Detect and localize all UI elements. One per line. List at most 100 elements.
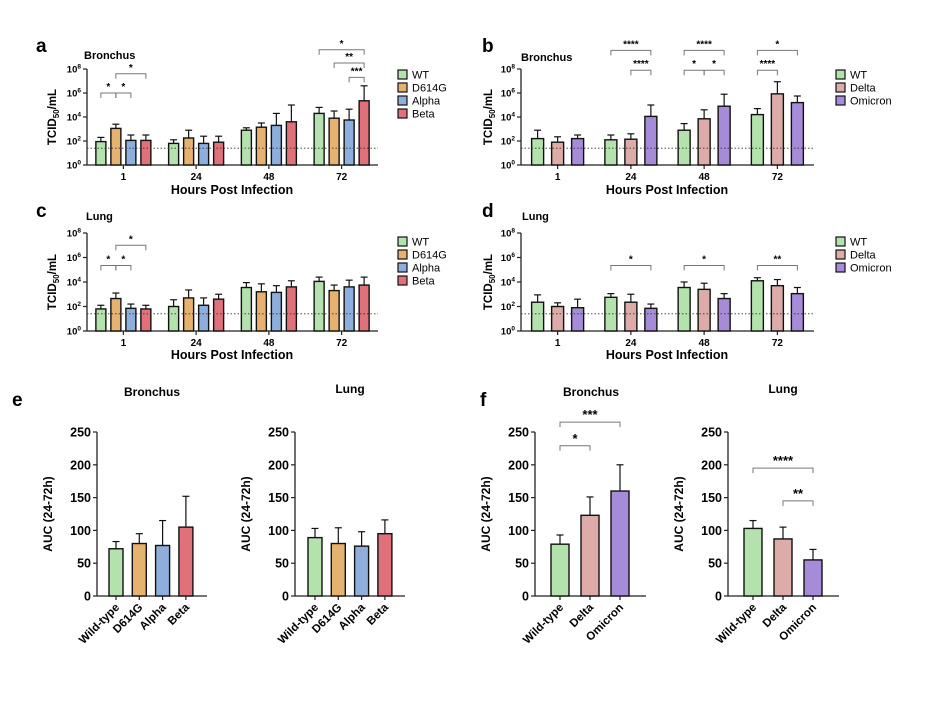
significance-bracket	[756, 264, 798, 271]
significance-label: **	[345, 52, 353, 63]
bar-wt	[167, 305, 180, 332]
y-tick-base: 10	[67, 65, 78, 76]
y-tick-base: 10	[501, 137, 512, 148]
legend-label: WT	[850, 70, 867, 82]
y-tick-label: 200	[508, 458, 529, 472]
x-tick-label: Alpha	[138, 601, 170, 633]
bar-wt	[750, 280, 765, 332]
legend-label: Delta	[850, 83, 877, 95]
legend-swatch	[397, 275, 408, 286]
significance-bracket	[630, 69, 652, 76]
y-tick-label: 150	[70, 491, 91, 505]
y-tick-label: 50	[77, 557, 91, 571]
y-tick-exponent: 0	[77, 326, 81, 333]
bar-omicron	[644, 115, 658, 166]
bar-d614g	[110, 127, 122, 166]
x-tick-label: 24	[625, 172, 637, 183]
bar-omicron	[644, 307, 658, 332]
y-tick-label: 200	[268, 458, 289, 472]
y-tick-label: 100	[67, 326, 82, 338]
legend-label: Beta	[412, 109, 436, 121]
x-tick-label: 48	[263, 172, 275, 183]
x-tick-label: 48	[699, 338, 711, 349]
significance-bracket	[683, 264, 725, 271]
y-tick-base: 10	[501, 65, 512, 76]
panel-label: f	[480, 390, 487, 411]
bar-delta	[697, 118, 711, 166]
y-tick-label: 102	[67, 136, 82, 148]
bar-omicron	[790, 101, 805, 166]
chart-title: Bronchus	[84, 50, 135, 62]
y-tick-label: 100	[701, 524, 722, 538]
y-axis-label: AUC (24-72h)	[41, 476, 55, 551]
x-tick-label: 72	[336, 338, 348, 349]
y-tick-base: 10	[501, 113, 512, 124]
y-tick-exponent: 2	[511, 136, 515, 143]
significance-label: *	[692, 59, 696, 70]
bar-alpha	[270, 291, 283, 332]
y-tick-label: 106	[67, 252, 82, 264]
significance-bracket	[115, 244, 147, 251]
bar-delta	[624, 138, 638, 166]
y-tick-label: 102	[67, 301, 82, 313]
bar-d614g	[182, 137, 195, 166]
legend-swatch	[835, 69, 846, 80]
chart-title: Lung	[522, 211, 549, 223]
y-tick-label: 50	[708, 557, 722, 571]
bar-delta	[770, 284, 785, 332]
significance-label: *	[572, 431, 578, 446]
x-tick-label: Wild-type	[521, 602, 566, 647]
legend-swatch	[397, 108, 408, 119]
y-label-suffix: /mL	[47, 89, 59, 109]
legend-swatch	[835, 95, 846, 106]
y-label-sub: 50	[52, 274, 61, 283]
bar-delta	[550, 141, 565, 166]
bar-beta	[140, 139, 152, 166]
x-tick-label: 1	[555, 172, 561, 183]
y-tick-base: 10	[67, 278, 78, 289]
y-tick-exponent: 6	[77, 252, 81, 259]
y-label-main: TCID	[47, 118, 59, 145]
bar-omicron	[610, 490, 630, 597]
bar-d614g	[255, 126, 268, 166]
legend-label: Alpha	[412, 263, 441, 275]
y-tick-base: 10	[501, 89, 512, 100]
legend-swatch	[835, 82, 846, 93]
y-tick-label: 106	[501, 88, 516, 100]
y-axis-label: AUC (24-72h)	[479, 476, 493, 551]
y-axis-label: TCID50/mL	[47, 254, 61, 310]
significance-bracket	[318, 49, 365, 55]
y-axis-label: TCID50/mL	[483, 254, 497, 310]
bar-beta	[358, 100, 370, 166]
x-tick-label: 72	[772, 172, 784, 183]
significance-label: ****	[633, 59, 649, 70]
y-tick-base: 10	[67, 229, 78, 240]
legend-label: Delta	[850, 250, 877, 262]
bar-d614g	[131, 542, 148, 597]
y-tick-exponent: 8	[77, 64, 81, 71]
y-tick-label: 106	[67, 88, 82, 100]
significance-label: **	[793, 486, 804, 501]
y-tick-base: 10	[501, 229, 512, 240]
chart-f1: f Bronchus 0 50 100 150 200 250 AUC (24-72h) Wild…	[479, 385, 646, 647]
legend-label: D614G	[412, 250, 447, 262]
legend-label: Alpha	[412, 96, 441, 108]
y-tick-base: 10	[67, 161, 78, 172]
y-label-main: TCID	[483, 118, 495, 145]
bar-d614g	[328, 289, 340, 332]
y-tick-label: 200	[70, 458, 91, 472]
y-tick-base: 10	[501, 253, 512, 264]
y-tick-label: 102	[501, 136, 516, 148]
significance-bracket	[782, 500, 814, 506]
bar-wt	[604, 296, 618, 332]
bar-wt	[95, 140, 107, 166]
y-tick-label: 150	[508, 491, 529, 505]
y-label-sub: 50	[488, 274, 497, 283]
bar-omicron	[570, 137, 585, 166]
x-axis-label: Hours Post Infection	[171, 348, 293, 362]
x-axis-label: Hours Post Infection	[606, 183, 728, 197]
significance-label: *	[129, 63, 133, 74]
y-tick-exponent: 4	[511, 112, 515, 119]
y-tick-exponent: 4	[77, 112, 81, 119]
